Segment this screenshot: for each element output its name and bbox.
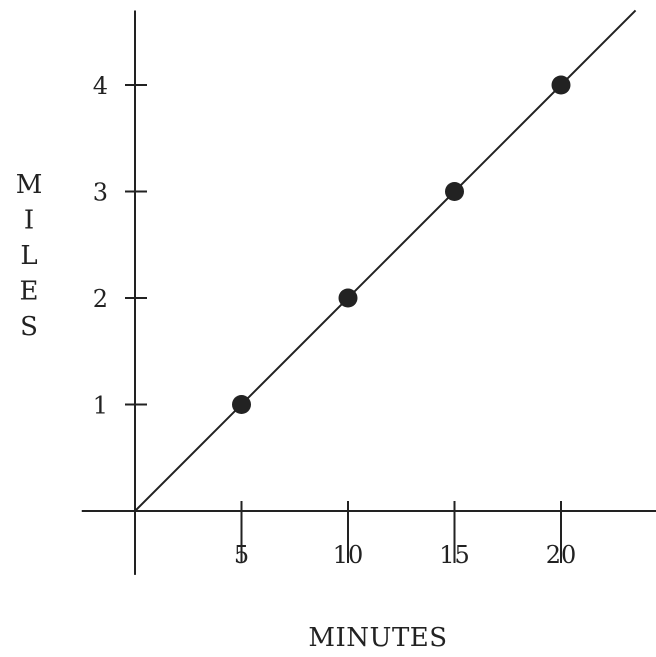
y-tick-label: 4	[93, 72, 108, 100]
axes-layer	[81, 10, 656, 575]
data-point	[551, 75, 571, 95]
x-tick-label: 20	[546, 541, 577, 569]
ticks-layer: 5 10 15 20 1 2 3 4	[93, 72, 577, 569]
x-tick-label: 15	[439, 541, 470, 569]
trend-line	[134, 9, 637, 512]
y-axis-title-letter: M	[16, 170, 43, 200]
y-axis-title-letter: I	[24, 206, 34, 236]
trend-line-layer	[134, 9, 637, 512]
x-tick-label: 5	[234, 541, 249, 569]
points-layer	[232, 75, 571, 414]
y-axis-title-letter: S	[20, 312, 38, 342]
x-axis-title: MINUTES	[308, 623, 447, 652]
data-point	[338, 288, 358, 308]
y-axis-title-letter: E	[20, 277, 39, 307]
x-tick-label: 10	[333, 541, 364, 569]
y-axis-title-letter: L	[20, 241, 37, 271]
y-tick-label: 3	[93, 179, 108, 207]
data-point	[232, 395, 251, 414]
data-point	[445, 182, 464, 201]
y-tick-label: 1	[93, 392, 108, 420]
y-tick-label: 2	[93, 285, 108, 313]
